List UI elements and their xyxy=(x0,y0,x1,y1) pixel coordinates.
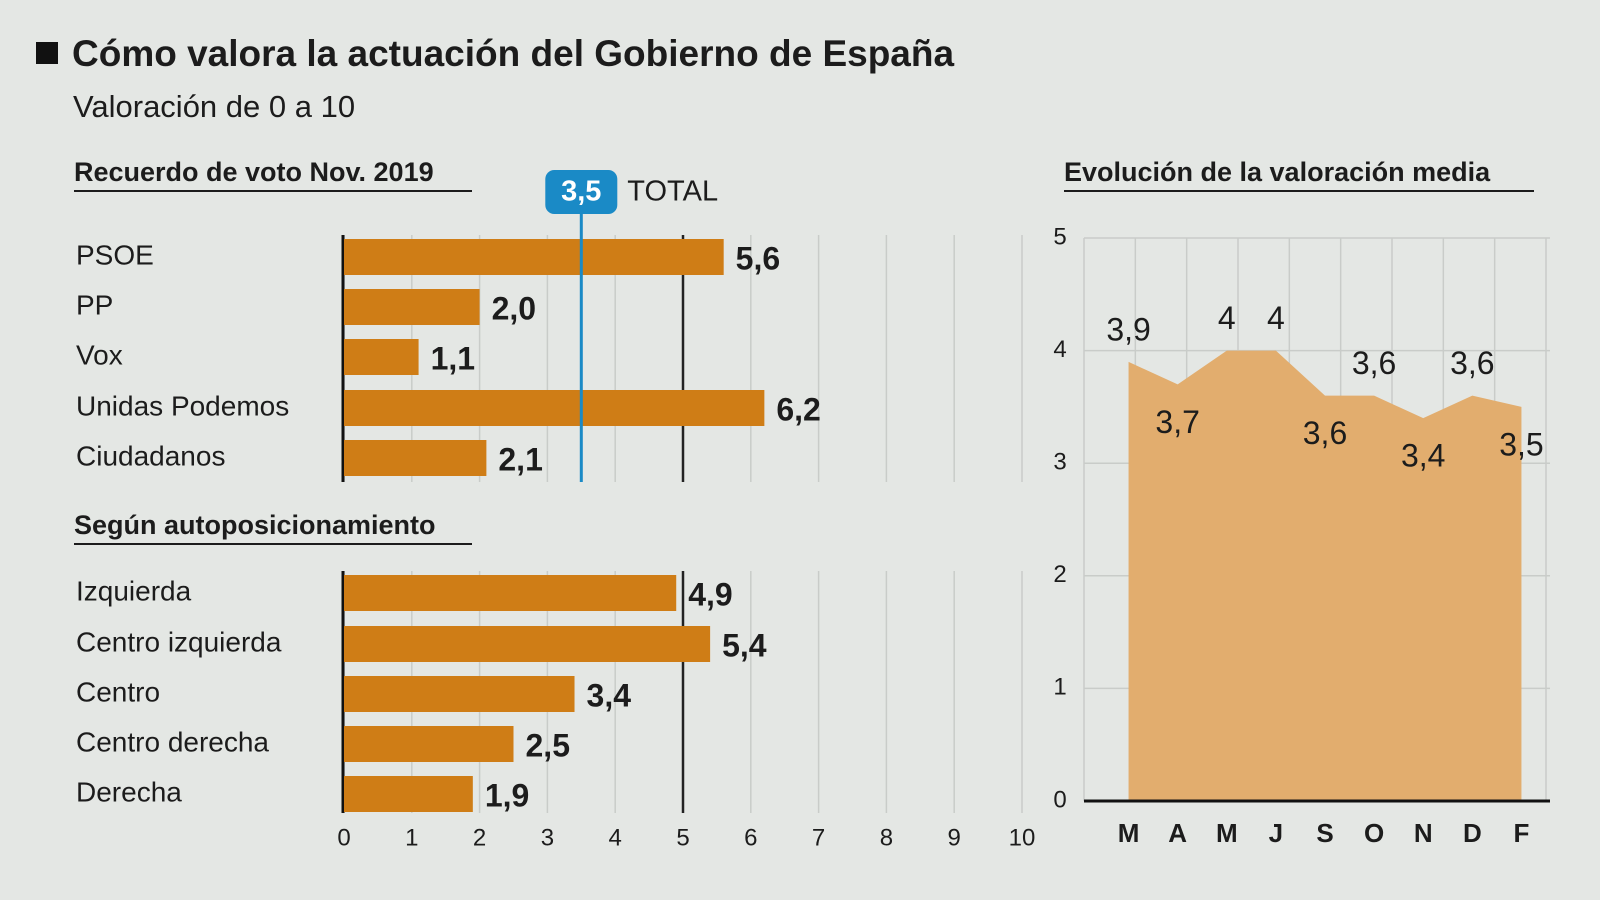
y-tick-label: 2 xyxy=(1053,561,1066,588)
category-label: Centro izquierda xyxy=(76,626,282,657)
x-tick-label: F xyxy=(1513,818,1529,848)
value-label: 3,9 xyxy=(1106,311,1150,347)
value-label: 3,4 xyxy=(587,677,632,713)
x-tick-label: M xyxy=(1216,818,1238,848)
value-label: 1,9 xyxy=(485,777,529,813)
reference-name: TOTAL xyxy=(627,176,718,208)
x-tick-label: 0 xyxy=(337,824,350,851)
category-label: Ciudadanos xyxy=(76,440,225,471)
section-title: Recuerdo de voto Nov. 2019 xyxy=(74,157,434,187)
x-tick-label: N xyxy=(1414,818,1433,848)
value-label: 1,1 xyxy=(431,340,475,376)
value-label: 3,7 xyxy=(1155,404,1199,440)
x-tick-label: A xyxy=(1168,818,1187,848)
value-label: 2,5 xyxy=(526,727,570,763)
x-tick-label: 7 xyxy=(812,824,825,851)
y-tick-label: 0 xyxy=(1053,786,1066,813)
x-tick-label: 4 xyxy=(609,824,622,851)
x-tick-label: J xyxy=(1269,818,1283,848)
x-tick-label: 9 xyxy=(948,824,961,851)
x-tick-label: 3 xyxy=(541,824,554,851)
value-label: 6,2 xyxy=(776,391,820,427)
chart-title: Cómo valora la actuación del Gobierno de… xyxy=(72,33,954,74)
bar xyxy=(344,440,487,476)
bar xyxy=(344,626,711,662)
category-label: Izquierda xyxy=(76,575,192,606)
x-tick-label: 1 xyxy=(405,824,418,851)
value-label: 4 xyxy=(1218,300,1236,336)
section-title: Evolución de la valoración media xyxy=(1064,157,1491,187)
section-title: Según autoposicionamiento xyxy=(74,510,436,540)
category-label: Derecha xyxy=(76,776,182,807)
bar xyxy=(344,390,765,426)
bar xyxy=(344,676,575,712)
x-tick-label: S xyxy=(1316,818,1333,848)
x-tick-label: 2 xyxy=(473,824,486,851)
y-tick-label: 4 xyxy=(1053,336,1066,363)
value-label: 3,6 xyxy=(1352,345,1396,381)
category-label: Centro derecha xyxy=(76,726,269,757)
x-tick-label: 5 xyxy=(676,824,689,851)
bar xyxy=(344,239,724,275)
value-label: 2,1 xyxy=(498,441,542,477)
area xyxy=(1128,350,1522,801)
bar xyxy=(344,726,514,762)
bar xyxy=(344,776,473,812)
value-label: 5,6 xyxy=(736,240,780,276)
x-tick-label: 8 xyxy=(880,824,893,851)
category-label: Vox xyxy=(76,339,123,370)
value-label: 3,5 xyxy=(1499,426,1543,462)
reference-label: 3,5 xyxy=(561,176,601,208)
x-tick-label: D xyxy=(1463,818,1482,848)
value-label: 5,4 xyxy=(722,627,767,663)
y-tick-label: 1 xyxy=(1053,674,1066,701)
category-label: PP xyxy=(76,289,113,320)
chart-subtitle: Valoración de 0 a 10 xyxy=(73,89,355,124)
x-tick-label: 10 xyxy=(1009,824,1036,851)
value-label: 3,6 xyxy=(1303,415,1347,451)
x-tick-label: O xyxy=(1364,818,1384,848)
value-label: 4,9 xyxy=(688,576,732,612)
category-label: Unidas Podemos xyxy=(76,390,289,421)
x-tick-label: M xyxy=(1118,818,1140,848)
bar xyxy=(344,575,677,611)
value-label: 3,6 xyxy=(1450,345,1494,381)
title-marker xyxy=(36,42,58,64)
value-label: 4 xyxy=(1267,300,1285,336)
y-tick-label: 3 xyxy=(1053,449,1066,476)
y-tick-label: 5 xyxy=(1053,223,1066,250)
reference-badge xyxy=(545,170,618,214)
bar xyxy=(344,289,480,325)
category-label: Centro xyxy=(76,676,160,707)
bar xyxy=(344,339,419,375)
value-label: 2,0 xyxy=(492,290,536,326)
category-label: PSOE xyxy=(76,239,154,270)
x-tick-label: 6 xyxy=(744,824,757,851)
value-label: 3,4 xyxy=(1401,438,1445,474)
